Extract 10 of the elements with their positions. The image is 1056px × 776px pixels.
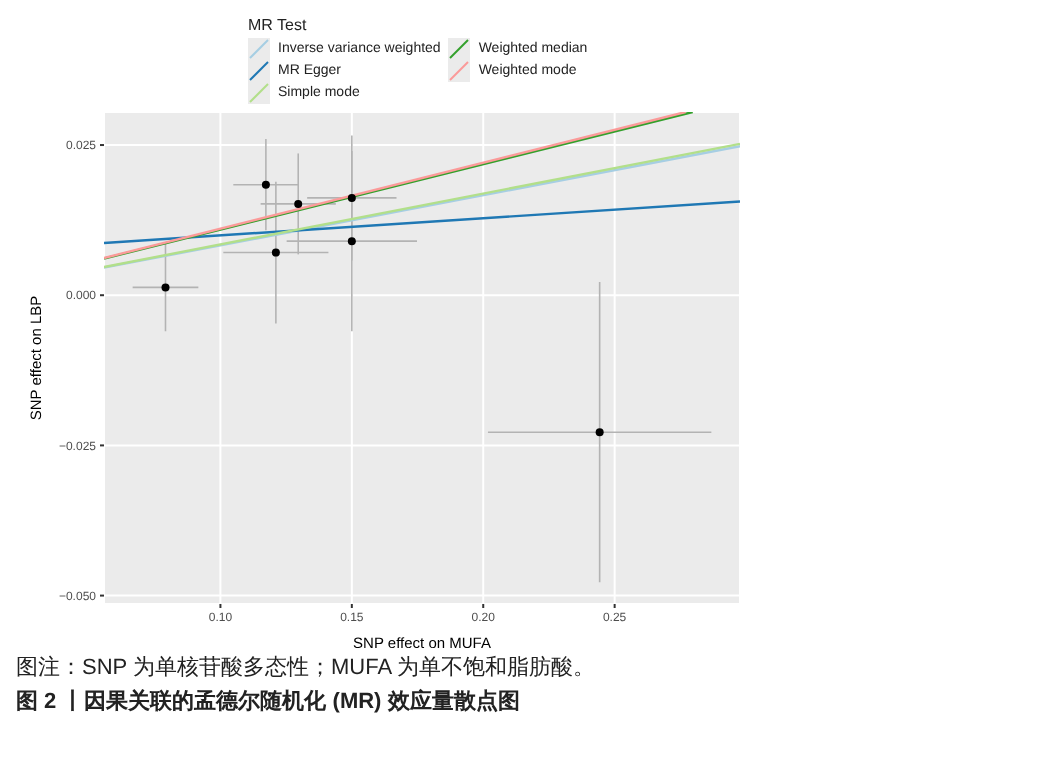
caption: 图 2 丨因果关联的孟德尔随机化 (MR) 效应量散点图 <box>16 687 522 716</box>
point <box>271 248 280 257</box>
point <box>347 193 356 202</box>
point <box>261 180 270 189</box>
point <box>294 199 303 208</box>
legend-title: MR Test <box>248 16 309 34</box>
point <box>161 283 170 292</box>
point <box>595 428 604 437</box>
text: 图注：SNP 为单核苷酸多态性；MUFA 为单不饱和脂肪酸。 <box>16 653 597 682</box>
point <box>347 237 356 246</box>
